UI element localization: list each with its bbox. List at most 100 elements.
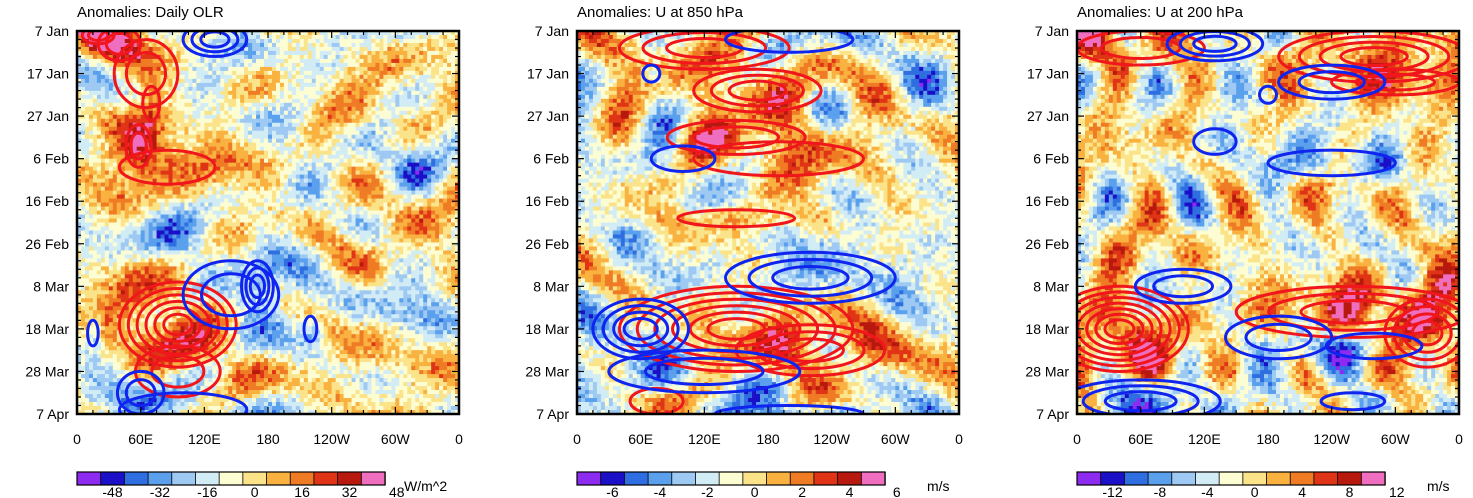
colorbar-swatch bbox=[266, 471, 291, 486]
colorbar-swatch bbox=[1218, 471, 1244, 486]
panel-2: Anomalies: U at 850 hPa 7 Jan 17 Jan 27 Jan… bbox=[525, 4, 963, 498]
x-tick-label: 60E bbox=[128, 431, 153, 447]
positive-contour bbox=[124, 123, 153, 169]
colorbar-unit: m/s bbox=[927, 478, 950, 494]
colorbar-swatch bbox=[313, 471, 339, 486]
y-tick-label: 18 Mar bbox=[1025, 321, 1069, 337]
y-tick-label: 28 Mar bbox=[525, 363, 569, 379]
positive-contour bbox=[1410, 319, 1444, 347]
x-tick-label: 0 bbox=[455, 431, 463, 447]
negative-contour bbox=[1319, 391, 1387, 412]
colorbar-swatch bbox=[860, 471, 886, 486]
x-tick-label: 120W bbox=[313, 431, 350, 447]
colorbar-label: 0 bbox=[751, 484, 759, 498]
y-tick-label: 8 Mar bbox=[533, 278, 569, 294]
negative-contour bbox=[649, 144, 717, 173]
x-tick-label: 0 bbox=[1455, 431, 1463, 447]
positive-contour bbox=[755, 330, 866, 371]
x-tick-label: 180 bbox=[256, 431, 280, 447]
x-tick-label: 60W bbox=[381, 431, 411, 447]
negative-contour bbox=[86, 318, 100, 348]
colorbar-label: -48 bbox=[102, 484, 122, 498]
positive-contour bbox=[692, 125, 781, 150]
panel-1: Anomalies: Daily OLR 7 Jan 17 Jan 27 Jan 6 F… bbox=[25, 4, 463, 498]
negative-contour bbox=[181, 259, 281, 331]
colorbar: -48 -32 -16 0 16 32 48 W/m^2 bbox=[76, 471, 447, 498]
colorbar-swatch bbox=[813, 471, 839, 486]
colorbar-label: 32 bbox=[342, 484, 358, 498]
negative-contour bbox=[1081, 384, 1200, 414]
contour-lines bbox=[1077, 31, 1459, 414]
colorbar-label: 0 bbox=[1251, 484, 1259, 498]
colorbar-swatch bbox=[171, 471, 197, 486]
negative-contour bbox=[244, 266, 271, 307]
x-tick-label: 0 bbox=[573, 431, 581, 447]
y-tick-label: 27 Jan bbox=[27, 108, 69, 124]
colorbar-swatch bbox=[1313, 471, 1339, 486]
y-tick-label: 26 Feb bbox=[25, 236, 69, 252]
colorbar-swatch bbox=[218, 471, 244, 486]
x-tick-label: 0 bbox=[1073, 431, 1081, 447]
negative-contour bbox=[1152, 274, 1214, 299]
negative-contour bbox=[1077, 378, 1222, 414]
negative-contour bbox=[607, 348, 802, 395]
positive-contour bbox=[692, 67, 823, 114]
y-tick-label: 6 Feb bbox=[1033, 151, 1069, 167]
positive-contour bbox=[676, 208, 797, 229]
negative-contour bbox=[1244, 322, 1313, 352]
negative-contour bbox=[117, 391, 249, 414]
negative-contour bbox=[302, 314, 319, 344]
colorbar-unit: W/m^2 bbox=[404, 478, 447, 494]
colorbar-label: -6 bbox=[606, 484, 619, 498]
negative-contour bbox=[771, 265, 850, 291]
colorbar-swatch bbox=[671, 471, 697, 486]
colorbar-swatch bbox=[718, 471, 744, 486]
colorbar-label: -8 bbox=[1154, 484, 1167, 498]
y-tick-label: 8 Mar bbox=[1033, 278, 1069, 294]
y-tick-label: 8 Mar bbox=[33, 278, 69, 294]
positive-contour bbox=[141, 84, 162, 122]
negative-contour bbox=[1324, 331, 1424, 361]
y-tick-label: 16 Feb bbox=[1025, 193, 1069, 209]
positive-contour bbox=[692, 140, 865, 178]
positive-contour bbox=[129, 131, 148, 161]
y-tick-label: 17 Jan bbox=[1027, 66, 1069, 82]
x-tick-label: 120E bbox=[688, 431, 721, 447]
colorbar-swatch bbox=[1360, 471, 1386, 486]
colorbar: -6 -4 -2 0 2 4 6 m/s bbox=[576, 471, 950, 498]
negative-contour bbox=[1297, 70, 1366, 95]
positive-contour bbox=[1094, 312, 1145, 345]
positive-contour bbox=[1234, 284, 1459, 339]
negative-contour bbox=[240, 259, 275, 314]
y-tick-label: 17 Jan bbox=[27, 66, 69, 82]
x-tick-label: 120E bbox=[188, 431, 221, 447]
positive-contour bbox=[1077, 284, 1190, 373]
x-tick-label: 60E bbox=[628, 431, 653, 447]
negative-contour bbox=[724, 250, 897, 305]
y-tick-label: 28 Mar bbox=[1025, 363, 1069, 379]
positive-contour bbox=[162, 312, 194, 337]
negative-contour bbox=[644, 356, 765, 386]
negative-contour bbox=[1192, 34, 1238, 53]
positive-contour bbox=[727, 79, 788, 102]
negative-contour bbox=[641, 63, 662, 84]
negative-contour bbox=[1258, 84, 1278, 105]
positive-contour bbox=[709, 73, 805, 108]
positive-contour bbox=[665, 118, 807, 156]
colorbar-unit: m/s bbox=[1427, 478, 1450, 494]
negative-contour bbox=[1277, 63, 1387, 101]
colorbar-swatch bbox=[1171, 471, 1197, 486]
y-tick-label: 7 Apr bbox=[536, 406, 569, 422]
colorbar-swatch bbox=[76, 471, 102, 486]
colorbar-swatch bbox=[623, 471, 649, 486]
negative-contour bbox=[601, 304, 680, 354]
y-tick-label: 18 Mar bbox=[525, 321, 569, 337]
colorbar-swatch bbox=[1266, 471, 1291, 486]
positive-contour bbox=[150, 354, 206, 389]
negative-contour bbox=[1165, 31, 1265, 63]
positive-contour bbox=[1103, 318, 1136, 340]
negative-contour bbox=[1192, 127, 1238, 156]
positive-contour bbox=[1277, 31, 1459, 84]
colorbar-label: 4 bbox=[1298, 484, 1306, 498]
negative-contour bbox=[190, 31, 240, 54]
